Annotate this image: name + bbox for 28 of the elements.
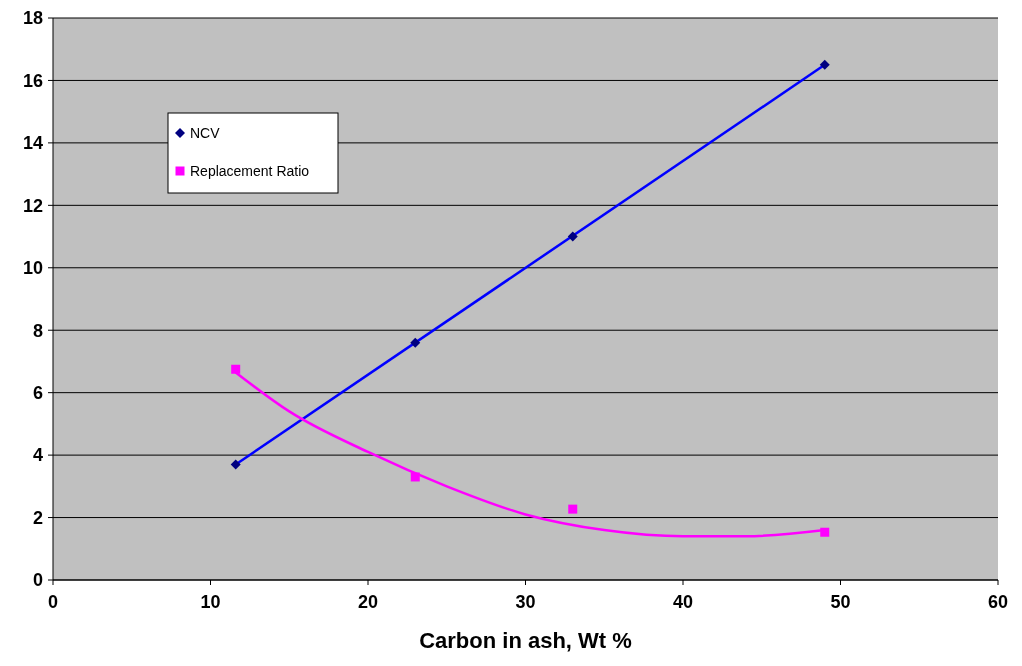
- point: [410, 337, 421, 348]
- point: [567, 231, 578, 242]
- y-tick-label: 6: [32, 382, 43, 403]
- y-tick-label: 10: [22, 258, 43, 279]
- legend-label: NCV: [190, 124, 221, 141]
- y-tick-label: 16: [22, 70, 43, 91]
- y-tick-label: 12: [22, 195, 43, 216]
- y-tick-label: 0: [32, 570, 43, 591]
- point: [568, 504, 578, 514]
- point: [820, 527, 830, 537]
- legend-label: Replacement Ratio: [190, 162, 310, 179]
- x-tick-label: 0: [47, 592, 59, 612]
- x-tick-label: 10: [200, 592, 221, 612]
- point: [819, 59, 830, 70]
- x-tick-label: 40: [672, 592, 694, 612]
- y-tick-label: 18: [22, 8, 43, 29]
- x-axis-title: Carbon in ash, Wt %: [419, 628, 632, 653]
- y-tick-label: 4: [32, 445, 43, 466]
- point: [230, 459, 241, 470]
- point: [410, 472, 420, 482]
- y-tick-label: 8: [32, 320, 43, 341]
- point: [231, 364, 241, 374]
- x-tick-label: 30: [515, 592, 536, 612]
- x-tick-label: 50: [830, 592, 851, 612]
- y-tick-label: 2: [32, 507, 43, 528]
- x-tick-label: 60: [987, 592, 1009, 612]
- x-tick-label: 20: [357, 592, 379, 612]
- y-tick-label: 14: [22, 133, 43, 154]
